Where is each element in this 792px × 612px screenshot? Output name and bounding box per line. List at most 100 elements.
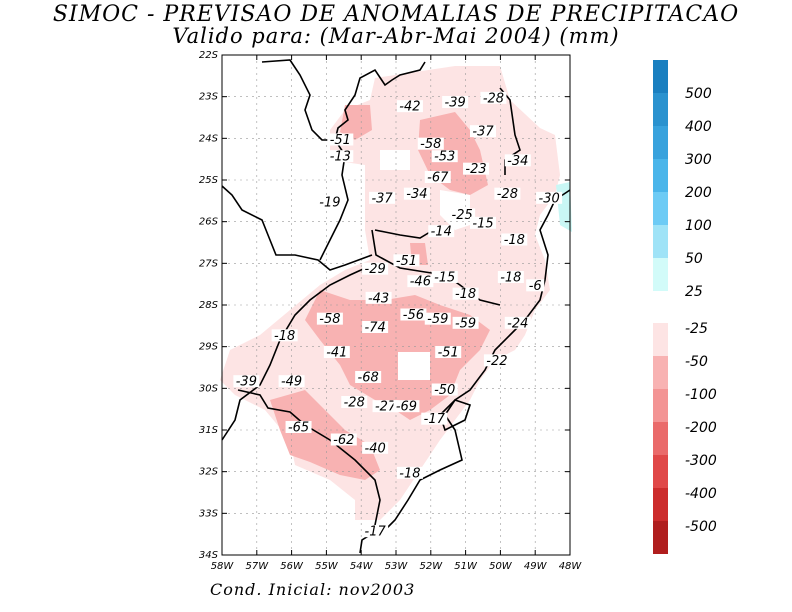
colorbar-label: 500	[685, 86, 712, 102]
contour-label-bg	[463, 162, 490, 175]
contour-label: -18	[399, 466, 420, 481]
contour-label-bg	[271, 329, 298, 342]
contour-label-bg	[316, 312, 343, 325]
contour-label-bg	[452, 316, 479, 329]
contour-label-bg	[421, 412, 448, 425]
colorbar-label: -100	[685, 387, 717, 403]
contour-label: -30	[539, 191, 560, 206]
initial-condition-label: Cond. Inicial: nov2003	[210, 580, 416, 599]
contour-label-bg	[431, 271, 458, 283]
colorbar: 500 400 300 200 100 50 25 -25 -50 -100 -200 -300 -40…	[653, 60, 717, 554]
lon-tick-label: 57W	[245, 561, 269, 572]
lat-tick-label: 30S	[199, 383, 219, 394]
contour-label: -17	[365, 525, 387, 540]
lat-tick-label: 23S	[199, 92, 219, 103]
contour-label-bg	[526, 279, 545, 292]
contour-label-bg	[494, 187, 521, 200]
contour-label-bg	[501, 233, 528, 246]
contour-label-bg	[285, 421, 312, 433]
contour-label-bg	[470, 125, 496, 138]
contour-label-bg	[504, 316, 531, 329]
colorbar-swatch	[653, 422, 668, 455]
contour-label: -15	[434, 271, 455, 286]
contour-label: -62	[333, 433, 354, 448]
lon-tick-label: 49W	[524, 561, 548, 572]
contour-label: -23	[465, 162, 486, 177]
contour-label-bg	[435, 346, 462, 358]
colorbar-label: -25	[685, 321, 708, 337]
contour-label-bg	[431, 150, 458, 163]
contour-label-bg	[396, 100, 423, 113]
lon-tick-label: 58W	[211, 561, 235, 572]
contour-label: -40	[365, 441, 386, 456]
colorbar-swatch	[653, 356, 668, 389]
contour-label: -34	[507, 154, 528, 169]
contour-label-bg	[393, 254, 420, 267]
border-paraguay-north	[261, 59, 426, 141]
colorbar-label: -50	[685, 354, 708, 370]
map-title: SIMOC - PREVISAO DE ANOMALIAS DE PRECIPI…	[52, 2, 740, 27]
lat-tick-label: 26S	[199, 217, 219, 228]
colorbar-swatch	[653, 93, 668, 126]
lat-tick-label: 24S	[199, 133, 219, 144]
contour-label-bg	[369, 191, 396, 204]
grid	[222, 55, 570, 555]
colorbar-swatch	[653, 389, 668, 422]
lagoa	[439, 399, 472, 432]
contour-label-bg	[424, 312, 451, 325]
contour-label: -42	[399, 100, 420, 115]
lon-tick-label: 54W	[350, 561, 374, 572]
contour-label-bg	[442, 96, 469, 108]
contour-label-bg	[372, 400, 399, 413]
lat-tick-label: 34S	[199, 550, 219, 561]
colorbar-label: -200	[685, 420, 717, 436]
colorbar-label: 300	[685, 152, 712, 168]
lat-tick-label: 32S	[199, 467, 219, 478]
contour-label-bg	[327, 150, 354, 163]
contour-label: -69	[396, 400, 417, 415]
contour-label-bg	[362, 262, 389, 275]
contour-label-bg	[393, 400, 420, 413]
colorbar-label: -400	[685, 486, 717, 502]
colorbar-label: 50	[685, 251, 703, 267]
blank-north	[380, 150, 410, 170]
contour-label: -43	[368, 291, 389, 306]
longitude-ticks: 58W 57W 56W 55W 54W 53W 52W 51W 50W 49W 48W	[211, 55, 582, 572]
contour-label: -56	[403, 308, 424, 323]
contour-label: -65	[288, 421, 309, 436]
contour-label: -41	[326, 346, 347, 361]
lon-tick-label: 52W	[419, 561, 443, 572]
contour-label-bg	[396, 466, 423, 479]
latitude-ticks: 22S 23S 24S 25S 26S 27S 28S 29S 30S 31S 32S 33S 34S	[199, 50, 570, 561]
colorbar-swatch	[653, 126, 668, 159]
lon-tick-label: 50W	[489, 561, 513, 572]
contour-label: -24	[507, 316, 528, 331]
contour-label-bg	[362, 525, 389, 538]
contour-label: -22	[486, 354, 507, 369]
contour-label: -28	[344, 396, 365, 411]
contour-label-bg	[341, 396, 368, 408]
contour-label: -74	[365, 321, 386, 336]
contour-label-bg	[365, 291, 392, 304]
contour-label-bg	[362, 441, 389, 454]
colorbar-label: 200	[685, 185, 712, 201]
shade-minus50-nw	[340, 105, 372, 140]
colorbar-label: 25	[685, 284, 703, 300]
colorbar-swatch	[653, 258, 668, 291]
contour-label-bg	[407, 275, 434, 288]
lon-tick-label: 53W	[385, 561, 409, 572]
contour-label-bg	[424, 171, 451, 183]
lat-tick-label: 27S	[199, 258, 219, 269]
blank-central	[398, 352, 430, 380]
contour-label: -51	[396, 254, 417, 269]
colorbar-swatch	[653, 60, 668, 93]
contour-label: -18	[504, 233, 525, 248]
contour-label: -68	[358, 371, 379, 386]
contour-label-bg	[233, 375, 260, 388]
border-uruguay	[237, 389, 381, 526]
colorbar-swatch	[653, 455, 668, 488]
contour-label-bg	[470, 216, 496, 229]
lon-tick-label: 55W	[315, 561, 339, 572]
border-argentina-west	[221, 185, 373, 271]
